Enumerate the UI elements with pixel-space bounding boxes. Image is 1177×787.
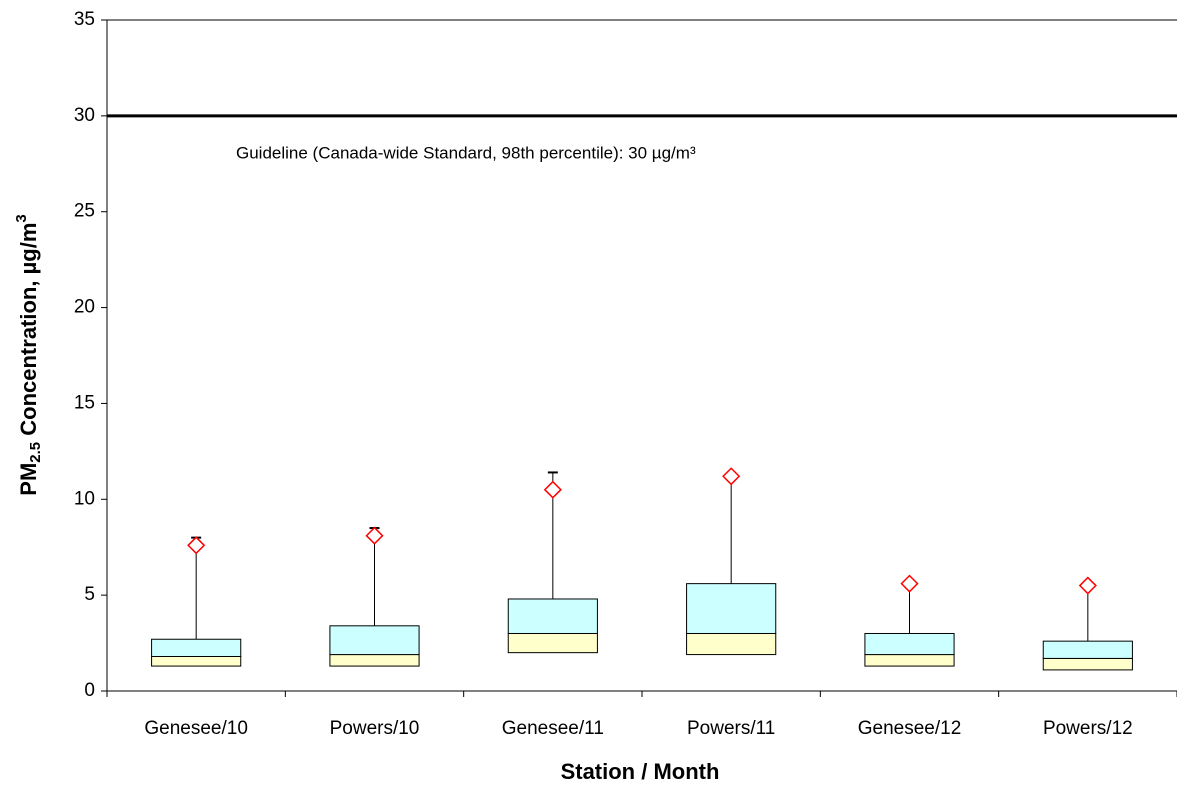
x-tick-label: Powers/11: [687, 718, 775, 739]
y-title-sup: 3: [13, 214, 30, 222]
y-tick-label: 25: [74, 201, 95, 222]
y-tick-label: 30: [74, 105, 95, 126]
x-tick-label: Genesee/11: [502, 718, 604, 739]
box-upper: [686, 583, 777, 634]
box-upper: [864, 632, 955, 656]
marker: [722, 467, 741, 486]
x-tick-label: Powers/12: [1043, 718, 1133, 739]
box-lower: [686, 632, 777, 656]
y-axis-title: PM2.5 Concentration, µg/m3: [13, 214, 44, 495]
marker: [365, 526, 384, 545]
x-tick-label: Powers/10: [330, 718, 420, 739]
y-title-sub: 2.5: [27, 442, 44, 463]
x-axis-title: Station / Month: [561, 759, 720, 784]
box-upper: [151, 638, 242, 657]
box-upper: [329, 625, 420, 656]
marker: [900, 574, 919, 593]
y-tick-label: 20: [74, 297, 95, 318]
x-tick-label: Genesee/12: [858, 718, 962, 739]
y-tick-label: 15: [74, 392, 95, 413]
reference-label: Guideline (Canada-wide Standard, 98th pe…: [236, 143, 696, 162]
y-tick-label: 35: [74, 9, 95, 30]
box-lower: [507, 632, 598, 654]
y-tick-label: 5: [84, 584, 95, 605]
box-upper: [507, 598, 598, 634]
marker: [1078, 576, 1097, 595]
marker: [187, 536, 206, 555]
x-tick-label: Genesee/10: [144, 718, 248, 739]
box-lower: [329, 654, 420, 667]
box-lower: [864, 654, 955, 667]
y-title-part: PM: [16, 463, 41, 496]
box-lower: [1042, 657, 1133, 671]
box-upper: [1042, 640, 1133, 659]
y-tick-label: 0: [84, 680, 95, 701]
marker: [543, 480, 562, 499]
box-lower: [151, 655, 242, 667]
y-title-part: Concentration, µg/m: [16, 223, 41, 442]
y-tick-label: 10: [74, 488, 95, 509]
